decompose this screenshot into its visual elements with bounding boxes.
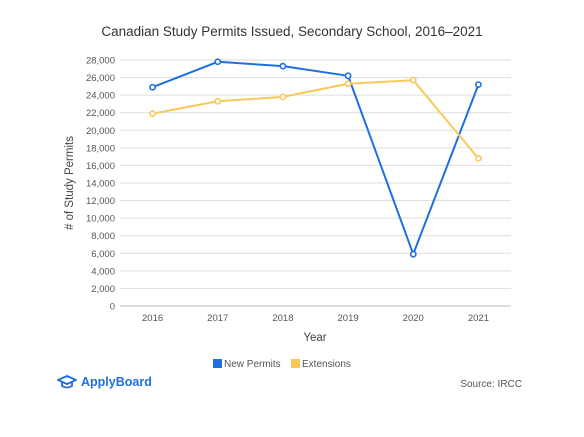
legend-swatch-extensions — [291, 359, 300, 368]
x-tick-label: 2016 — [142, 313, 163, 324]
y-tick-label: 6,000 — [91, 249, 115, 260]
data-point-extensions — [344, 80, 352, 88]
chart-title: Canadian Study Permits Issued, Secondary… — [101, 24, 483, 39]
y-tick-label: 24,000 — [86, 91, 115, 102]
graduation-cap-icon — [57, 375, 77, 389]
y-tick-label: 4,000 — [91, 266, 115, 277]
data-point-extensions — [214, 97, 222, 105]
y-tick-label: 26,000 — [86, 73, 115, 84]
y-tick-label: 10,000 — [86, 214, 115, 225]
y-tick-label: 18,000 — [86, 143, 115, 154]
data-point-new-permits — [149, 83, 156, 91]
series-line-extensions — [152, 79, 480, 160]
x-tick-labels: 2016 2017 2018 2019 2020 2021 — [142, 313, 489, 324]
series-points — [149, 58, 482, 258]
logo-text: ApplyBoard — [81, 375, 152, 389]
source-note: Source: IRCC — [460, 379, 522, 390]
y-tick-label: 0 — [110, 302, 115, 313]
data-point-extensions — [279, 93, 287, 101]
y-tick-label: 8,000 — [91, 231, 115, 242]
legend: New Permits Extensions — [213, 359, 351, 370]
data-point-extensions — [149, 110, 156, 117]
legend-label-new-permits: New Permits — [224, 359, 281, 370]
y-tick-label: 2,000 — [91, 284, 115, 295]
y-tick-label: 16,000 — [86, 161, 115, 172]
y-tick-label: 20,000 — [86, 126, 115, 137]
legend-label-extensions: Extensions — [302, 359, 351, 370]
x-tick-label: 2017 — [207, 313, 228, 324]
data-point-new-permits — [475, 81, 482, 88]
gridlines — [120, 59, 511, 307]
x-axis-label: Year — [303, 332, 326, 344]
y-tick-label: 14,000 — [86, 179, 115, 190]
legend-swatch-new-permits — [213, 359, 222, 368]
x-tick-label: 2021 — [468, 313, 489, 324]
x-tick-label: 2020 — [403, 313, 424, 324]
y-axis-label: # of Study Permits — [64, 136, 76, 230]
x-tick-label: 2019 — [338, 313, 359, 324]
y-tick-label: 28,000 — [86, 56, 115, 67]
series-lines — [152, 60, 480, 256]
data-point-new-permits — [409, 250, 417, 258]
data-point-new-permits — [279, 62, 287, 70]
applyboard-logo: ApplyBoard — [57, 375, 152, 389]
data-point-extensions — [475, 154, 482, 162]
x-tick-label: 2018 — [272, 313, 293, 324]
y-tick-label: 12,000 — [86, 196, 115, 207]
y-tick-labels: 0 2,000 4,000 6,000 8,000 10,000 12,000 14,000 1… — [86, 56, 115, 313]
data-point-new-permits — [214, 58, 222, 66]
y-tick-label: 22,000 — [86, 108, 115, 119]
series-line-new-permits — [152, 60, 480, 256]
data-point-extensions — [409, 76, 417, 84]
data-point-new-permits — [344, 72, 352, 80]
